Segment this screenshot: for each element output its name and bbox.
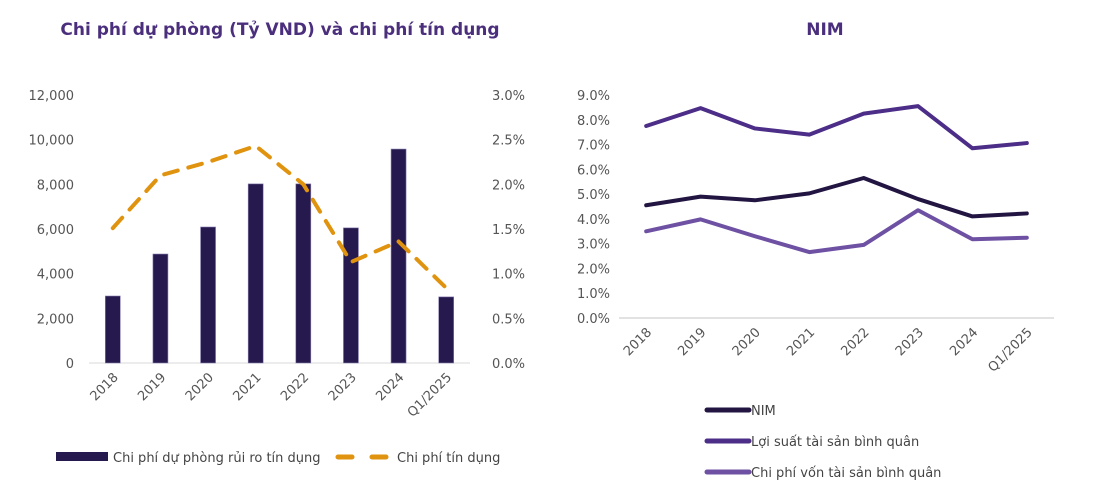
- x-tick-label: 2018: [621, 325, 655, 359]
- y-tick-label: 7.0%: [577, 139, 610, 154]
- x-tick-label: 2024: [373, 370, 407, 404]
- credit-cost-line: [110, 143, 449, 290]
- y-tick-label: 6.0%: [577, 163, 610, 178]
- provision-chart: 0 2,000 4,000 6,000 8,000 10,000 12,000 0.0% 0.5…: [29, 89, 526, 466]
- x-tick-label: 2018: [88, 370, 122, 404]
- x-tick-label: 2024: [947, 325, 981, 359]
- cost-of-funds-line: [644, 208, 1029, 255]
- y-right-tick-label: 1.5%: [492, 223, 525, 238]
- legend-label-credit-cost: Chi phí tín dụng: [397, 451, 500, 466]
- legend-swatch-provision: [56, 452, 108, 461]
- x-tick-label: 2023: [326, 370, 360, 404]
- y-tick-label: 2.0%: [577, 262, 610, 277]
- y-tick-label: 4.0%: [577, 213, 610, 228]
- bar-2018: [105, 295, 121, 364]
- y-tick-label: 0.0%: [577, 312, 610, 327]
- y-tick-label: 9.0%: [577, 89, 610, 104]
- y-tick-label: 3.0%: [577, 238, 610, 253]
- y-right-tick-label: 2.5%: [492, 134, 525, 149]
- y-right-tick-label: 2.0%: [492, 178, 525, 193]
- bar-2023: [343, 227, 359, 364]
- legend-nim-label: NIM: [751, 404, 776, 419]
- chart-title-nim: NIM: [806, 20, 844, 40]
- nim-chart: 0.0% 1.0% 2.0% 3.0% 4.0% 5.0% 6.0% 7.0% 8.0% 9.0%…: [577, 89, 1054, 481]
- y-right-tick-label: 3.0%: [492, 89, 525, 104]
- x-tick-label: 2022: [278, 370, 312, 404]
- y-left-tick-label: 4,000: [37, 268, 74, 283]
- chart-title-provision: Chi phí dự phòng (Tỷ VND) và chi phí tín…: [60, 20, 500, 40]
- x-tick-label: 2021: [784, 325, 818, 359]
- x-tick-label: 2021: [231, 370, 265, 404]
- x-tick-label: 2020: [183, 370, 217, 404]
- x-tick-label: 2022: [839, 325, 873, 359]
- y-left-tick-label: 6,000: [37, 223, 74, 238]
- x-tick-label: Q1/2025: [985, 325, 1035, 375]
- asset-yield-line: [644, 104, 1029, 151]
- bar-Q1/2025: [438, 296, 454, 364]
- bar-2024: [390, 148, 407, 364]
- x-tick-label: 2020: [730, 325, 764, 359]
- y-left-tick-label: 8,000: [37, 178, 74, 193]
- y-left-tick-label: 0: [66, 357, 74, 372]
- legend-cost-of-funds-label: Chi phí vốn tài sản bình quân: [751, 466, 941, 481]
- y-tick-label: 1.0%: [577, 287, 610, 302]
- y-left-tick-label: 10,000: [29, 134, 75, 149]
- legend-label-provision: Chi phí dự phòng rủi ro tín dụng: [113, 451, 321, 466]
- nim-line: [644, 176, 1029, 219]
- y-left-tick-label: 12,000: [29, 89, 75, 104]
- legend-asset-yield-label: Lợi suất tài sản bình quân: [751, 435, 919, 450]
- x-tick-label: 2019: [135, 370, 169, 404]
- bar-2020: [200, 226, 216, 364]
- y-tick-label: 5.0%: [577, 188, 610, 203]
- y-right-tick-label: 0.0%: [492, 357, 525, 372]
- y-right-tick-label: 1.0%: [492, 268, 525, 283]
- x-tick-label: Q1/2025: [405, 370, 455, 420]
- bar-2021: [247, 183, 264, 364]
- y-right-tick-label: 0.5%: [492, 312, 525, 327]
- bar-2019: [152, 253, 169, 364]
- bar-2022: [295, 183, 312, 364]
- x-tick-label: 2019: [675, 325, 709, 359]
- y-tick-label: 8.0%: [577, 114, 610, 129]
- y-left-tick-label: 2,000: [37, 312, 74, 327]
- x-tick-label: 2023: [893, 325, 927, 359]
